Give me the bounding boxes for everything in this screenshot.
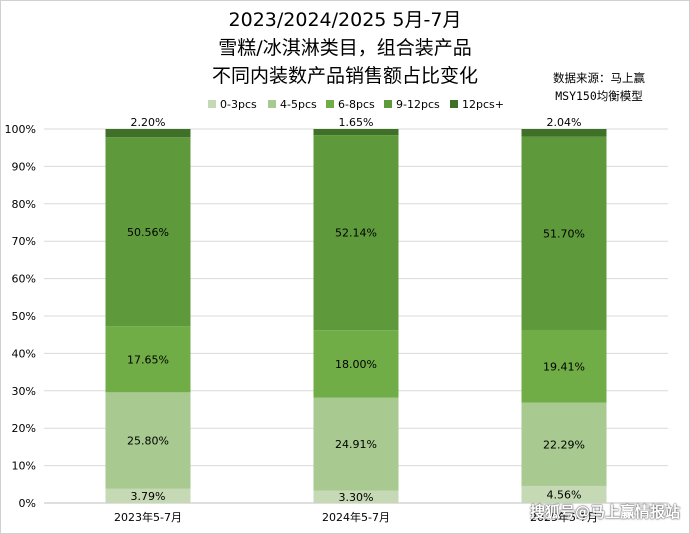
bar-segment: [105, 392, 191, 489]
data-source-label: 数据来源：马上赢: [553, 71, 645, 85]
legend-swatch: [450, 100, 458, 108]
x-tick-label: 2024年5-7月: [322, 510, 390, 524]
data-label: 18.00%: [335, 358, 377, 371]
bars: [105, 129, 607, 503]
y-tick-label: 80%: [12, 198, 36, 211]
y-tick-label: 40%: [12, 347, 36, 360]
watermark: 搜狐号@马上赢情报站: [529, 503, 680, 521]
bar-segment: [105, 129, 191, 138]
y-tick-label: 60%: [12, 273, 36, 286]
y-tick-label: 30%: [12, 385, 36, 398]
bar-segment: [521, 485, 607, 503]
legend-swatch: [384, 100, 392, 108]
chart-title-line-1: 2023/2024/2025 5月-7月: [228, 9, 462, 31]
bar-segment: [105, 326, 191, 393]
y-tick-label: 100%: [5, 123, 36, 136]
data-label: 50.56%: [127, 226, 169, 239]
bar-segment: [313, 129, 399, 136]
data-labels: 3.79% 25.80% 17.65% 50.56% 2.20% 3.30% 24.91% 1…: [127, 116, 585, 504]
legend-swatch: [326, 100, 334, 108]
legend-label: 0-3pcs: [220, 98, 257, 111]
legend-item: 6-8pcs: [326, 98, 375, 111]
data-label: 2.04%: [547, 116, 582, 129]
bar-segment: [521, 329, 607, 403]
y-axis-ticks: 0% 10% 20% 30% 40% 50% 60% 70% 80% 90% 100%: [5, 123, 36, 510]
bar-segment: [313, 330, 399, 398]
data-label: 52.14%: [335, 227, 377, 240]
legend-item: 4-5pcs: [268, 98, 317, 111]
data-label: 17.65%: [127, 353, 169, 366]
bar-segment: [313, 135, 399, 331]
legend-label: 9-12pcs: [396, 98, 440, 111]
x-axis-ticks: 2023年5-7月 2024年5-7月 2025年5-7月: [114, 510, 598, 524]
data-label: 25.80%: [127, 435, 169, 448]
chart-title-line-3: 不同内装数产品销售额占比变化: [211, 65, 478, 87]
data-label: 2.20%: [131, 116, 166, 129]
data-label: 51.70%: [543, 227, 585, 240]
data-label: 19.41%: [543, 360, 585, 373]
data-label: 22.29%: [543, 438, 585, 451]
legend-item: 12pcs+: [450, 98, 504, 111]
chart-title-line-2: 雪糕/冰淇淋类目，组合装产品: [218, 37, 472, 59]
x-tick-label: 2025年5-7月: [530, 510, 598, 524]
y-tick-label: 0%: [19, 497, 36, 510]
data-label: 4.56%: [547, 488, 582, 501]
bar-segment: [521, 129, 607, 137]
legend: 0-3pcs 4-5pcs 6-8pcs 9-12pcs 12pcs+: [208, 98, 504, 111]
legend-swatch: [208, 100, 216, 108]
bar-segment: [313, 490, 399, 503]
bar-segment: [521, 136, 607, 330]
data-label: 3.79%: [131, 490, 166, 503]
data-label: 1.65%: [339, 116, 374, 129]
bar-segment: [521, 402, 607, 486]
model-label: MSY150均衡模型: [555, 89, 643, 103]
y-tick-label: 50%: [12, 310, 36, 323]
bar-segment: [105, 488, 191, 503]
legend-label: 6-8pcs: [338, 98, 375, 111]
legend-item: 0-3pcs: [208, 98, 257, 111]
y-tick-label: 90%: [12, 160, 36, 173]
legend-swatch: [268, 100, 276, 108]
legend-item: 9-12pcs: [384, 98, 440, 111]
y-tick-label: 10%: [12, 460, 36, 473]
bar-segment: [313, 397, 399, 491]
data-label: 24.91%: [335, 438, 377, 451]
data-label: 3.30%: [339, 491, 374, 504]
bar-segment: [105, 137, 191, 327]
y-tick-label: 70%: [12, 235, 36, 248]
legend-label: 12pcs+: [462, 98, 504, 111]
y-tick-label: 20%: [12, 422, 36, 435]
legend-label: 4-5pcs: [280, 98, 317, 111]
x-tick-label: 2023年5-7月: [114, 510, 182, 524]
